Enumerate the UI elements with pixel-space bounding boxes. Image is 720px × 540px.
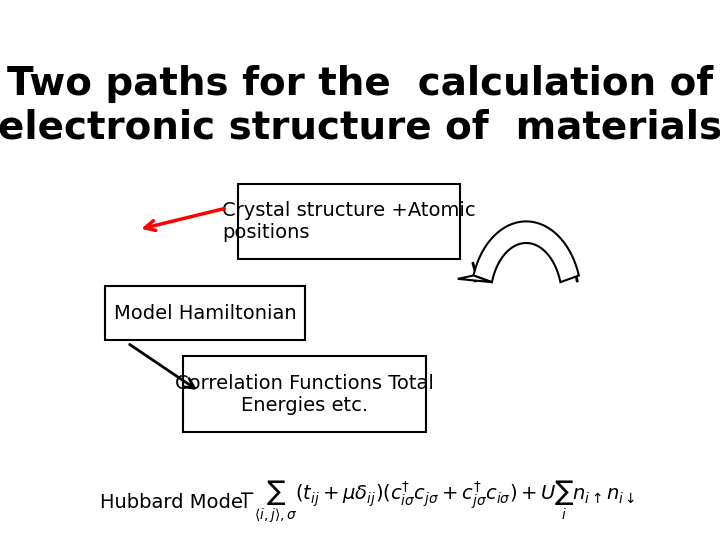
Text: Hubbard Model: Hubbard Model bbox=[99, 492, 248, 512]
Polygon shape bbox=[458, 275, 492, 282]
FancyBboxPatch shape bbox=[238, 184, 459, 259]
Text: $-\sum_{\langle i,j\rangle,\sigma}(t_{ij}+\mu\delta_{ij})(c^{\dagger}_{i\sigma}c: $-\sum_{\langle i,j\rangle,\sigma}(t_{ij… bbox=[238, 479, 636, 525]
FancyBboxPatch shape bbox=[105, 286, 305, 340]
FancyBboxPatch shape bbox=[183, 356, 426, 432]
Text: Correlation Functions Total
Energies etc.: Correlation Functions Total Energies etc… bbox=[175, 374, 434, 415]
Text: Crystal structure +Atomic
positions: Crystal structure +Atomic positions bbox=[222, 201, 476, 242]
Polygon shape bbox=[474, 221, 579, 282]
Text: Two paths for the  calculation of
electronic structure of  materials: Two paths for the calculation of electro… bbox=[0, 65, 720, 147]
Text: Model Hamiltonian: Model Hamiltonian bbox=[114, 303, 296, 323]
